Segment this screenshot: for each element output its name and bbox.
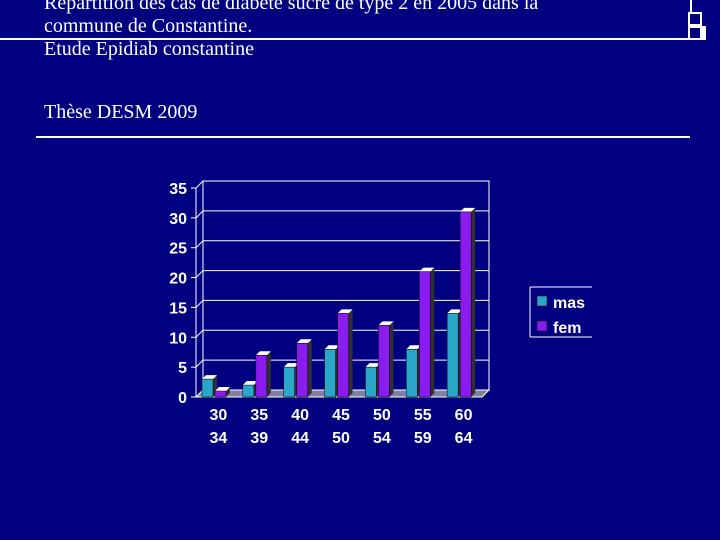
x-tick-label: 40 bbox=[291, 407, 309, 424]
bar-mas bbox=[324, 348, 336, 398]
corner-ornament-line bbox=[690, 0, 692, 12]
x-tick-label: 45 bbox=[332, 407, 350, 424]
bar-mas bbox=[242, 384, 255, 398]
bar-mas bbox=[406, 348, 418, 398]
gridline bbox=[195, 329, 489, 338]
x-tick-label: 60 bbox=[455, 407, 473, 424]
bar-fem-top bbox=[296, 339, 312, 344]
bar-fem-side bbox=[226, 387, 230, 397]
y-tick-label: 5 bbox=[178, 360, 187, 377]
bar-fem-top bbox=[337, 309, 353, 314]
x-tick-label: 44 bbox=[291, 430, 309, 447]
bar-fem bbox=[419, 271, 431, 398]
y-tick-label: 0 bbox=[178, 390, 187, 407]
bar-fem-top bbox=[215, 387, 230, 392]
bar-fem-top bbox=[419, 267, 435, 272]
bar-fem-top bbox=[255, 351, 271, 356]
subtitle-divider bbox=[36, 136, 690, 138]
bar-mas-top bbox=[447, 309, 463, 314]
bar-mas-top bbox=[242, 381, 258, 386]
x-tick-label: 54 bbox=[373, 430, 391, 447]
bar-mas-top bbox=[365, 363, 381, 368]
x-tick-label: 50 bbox=[373, 407, 391, 424]
x-tick-label: 59 bbox=[414, 430, 432, 447]
corner-ornament-bar bbox=[702, 26, 706, 40]
bar-mas-top bbox=[324, 345, 340, 350]
bar-fem bbox=[459, 211, 472, 398]
x-tick-label: 55 bbox=[414, 407, 432, 424]
title-divider bbox=[0, 38, 688, 40]
title-line-3: Etude Epidiab constantine bbox=[44, 38, 254, 60]
x-tick-label: 64 bbox=[455, 430, 473, 447]
bar-fem-side bbox=[307, 339, 312, 397]
bar-fem-side bbox=[266, 351, 271, 397]
x-tick-label: 35 bbox=[250, 407, 268, 424]
bar-fem-top bbox=[378, 321, 394, 326]
y-tick-label: 25 bbox=[169, 241, 187, 258]
x-tick-label: 34 bbox=[210, 430, 228, 447]
thesis-label: Thèse DESM 2009 bbox=[44, 101, 198, 123]
bar-fem-top bbox=[460, 207, 476, 212]
legend-swatch bbox=[536, 320, 548, 332]
bar-mas bbox=[283, 366, 295, 398]
slide-title: Répartition des cas de diabète sucré de … bbox=[44, 0, 684, 61]
bar-fem bbox=[378, 325, 390, 398]
legend-label: fem bbox=[553, 320, 581, 337]
corner-ornament-bottom bbox=[688, 26, 702, 40]
x-tick-label: 39 bbox=[250, 430, 268, 447]
gridline bbox=[195, 359, 489, 368]
y-tick-label: 35 bbox=[169, 181, 187, 198]
bar-fem bbox=[337, 313, 349, 398]
title-line-1: Répartition des cas de diabète sucré de … bbox=[44, 0, 539, 14]
y-tick-label: 15 bbox=[169, 300, 187, 317]
bar-fem bbox=[214, 390, 227, 398]
bar-mas bbox=[446, 313, 459, 398]
gridline bbox=[195, 240, 489, 249]
bar-fem-side bbox=[430, 267, 435, 397]
bar-fem bbox=[296, 343, 308, 398]
gridline bbox=[195, 180, 489, 189]
bar-fem bbox=[255, 354, 268, 398]
plot-back bbox=[196, 181, 489, 397]
bar-mas bbox=[365, 366, 377, 398]
bar-mas-top bbox=[283, 363, 299, 368]
gridline bbox=[195, 270, 489, 278]
gridline bbox=[195, 210, 489, 219]
y-tick-label: 30 bbox=[169, 211, 187, 228]
bar-fem-side bbox=[471, 207, 476, 397]
x-tick-label: 50 bbox=[332, 430, 350, 447]
bar-mas-top bbox=[406, 345, 422, 350]
legend-label: mas bbox=[553, 295, 585, 312]
y-tick-label: 10 bbox=[169, 330, 187, 347]
bar-fem-side bbox=[389, 321, 394, 397]
y-tick-label: 20 bbox=[169, 271, 187, 288]
legend-swatch bbox=[536, 295, 548, 307]
gridline bbox=[195, 299, 489, 308]
bar-mas bbox=[201, 378, 214, 398]
title-line-2: commune de Constantine. bbox=[44, 15, 253, 37]
x-tick-label: 30 bbox=[210, 407, 228, 424]
bar-fem-side bbox=[348, 309, 353, 397]
bar-mas-top bbox=[202, 375, 217, 380]
corner-ornament-top bbox=[688, 12, 702, 26]
